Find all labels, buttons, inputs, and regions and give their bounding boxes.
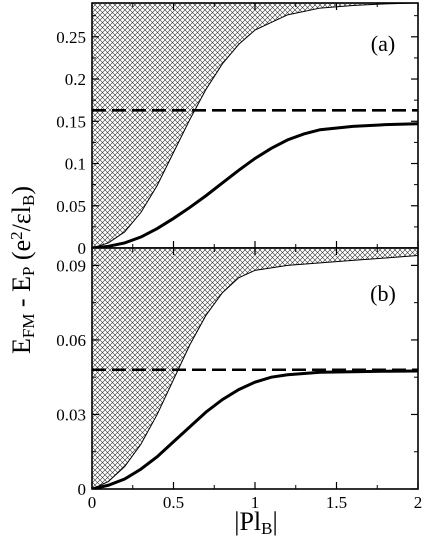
y-axis-title: EFM​ - EP​ (e2​/εlB​) [7, 186, 38, 354]
y-tick-label: 0.06 [56, 331, 86, 350]
y-tick-label: 0.05 [56, 197, 86, 216]
panel-a: 0 0.05 0.1 0.15 0.2 0.25 (a) [56, 2, 419, 258]
y-tick-label: 0.25 [56, 28, 86, 47]
panel-label: (a) [371, 31, 395, 56]
solid-curve [92, 122, 418, 248]
x-tick-label: 0 [88, 493, 97, 512]
x-tick-label: 0.5 [163, 493, 184, 512]
panel-label: (b) [370, 281, 396, 306]
y-tick-label: 0.15 [56, 112, 86, 131]
hatched-region [92, 248, 418, 489]
y-tick-label: 0.2 [65, 70, 86, 89]
y-tick-label: 0.09 [56, 256, 86, 275]
panel-b: 0 0.03 0.06 0.09 (b) 0 0.5 1 1.5 2 [56, 247, 423, 512]
y-tick-label: 0.03 [56, 405, 86, 424]
x-tick-label: 1.5 [326, 493, 347, 512]
y-tick-label: 0 [78, 239, 87, 258]
hatched-region-edge-line [92, 254, 418, 489]
x-tick-label: 1 [251, 493, 260, 512]
solid-curve [92, 369, 418, 489]
y-tick-label: 0 [78, 480, 87, 499]
x-axis-title: |PlB​| [234, 507, 277, 538]
hatched-region [92, 3, 418, 248]
x-tick-label: 2 [414, 493, 423, 512]
y-tick-label: 0.1 [65, 155, 86, 174]
